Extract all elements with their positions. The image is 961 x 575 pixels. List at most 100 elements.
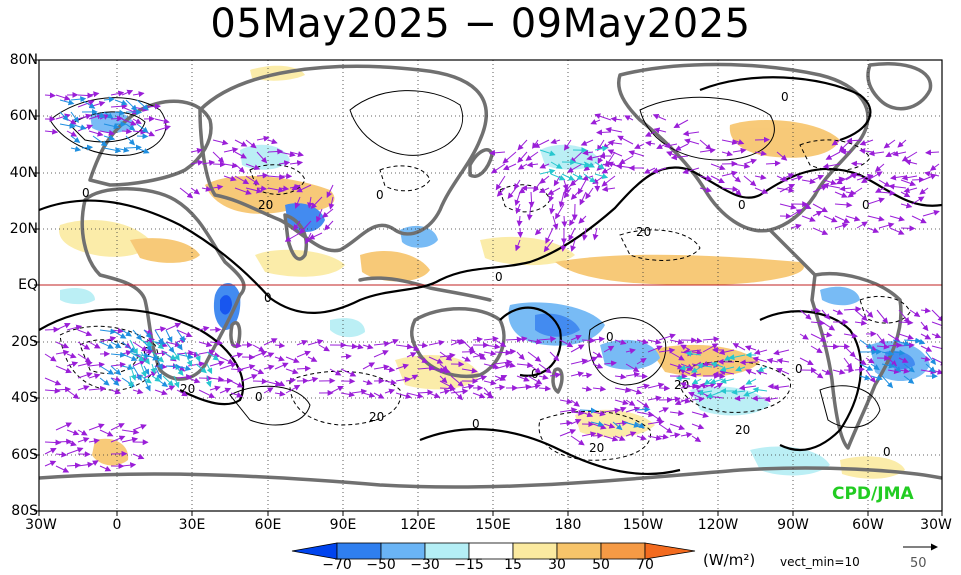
flux-vector	[647, 395, 662, 402]
flux-vector	[625, 431, 637, 437]
flux-vector	[267, 138, 278, 145]
flux-vector	[136, 147, 150, 154]
flux-vector	[801, 203, 812, 209]
flux-vector	[190, 159, 204, 166]
lat-label: 20N	[9, 221, 38, 237]
flux-vector	[887, 342, 903, 349]
flux-vector	[931, 321, 942, 329]
flux-vector	[534, 227, 543, 236]
flux-vector	[483, 387, 493, 398]
flux-vector	[669, 396, 681, 403]
flux-vector	[289, 151, 304, 157]
flux-vector	[299, 220, 312, 235]
flux-vector	[206, 363, 213, 375]
contour-labels: 0 20 0 0 0 20 0 0 0 0 20 0 20 20 0 20 0 …	[82, 90, 891, 459]
flux-vector	[527, 375, 543, 385]
coastline-north-america	[617, 62, 870, 233]
flux-vector	[570, 239, 577, 252]
flux-vector	[647, 382, 665, 389]
flux-vector	[702, 336, 720, 343]
flux-vector	[321, 208, 334, 218]
flux-vector	[173, 363, 184, 376]
flux-vector	[776, 175, 789, 182]
lon-label: 120E	[400, 517, 436, 533]
negative-contour	[379, 165, 431, 192]
flux-vector	[92, 135, 108, 147]
flux-vector	[267, 187, 285, 193]
flux-vector	[836, 175, 852, 185]
flux-vector	[579, 407, 597, 414]
flux-vector	[870, 363, 880, 371]
flux-vector	[592, 432, 604, 439]
flux-vector	[114, 146, 130, 153]
flux-vector	[526, 161, 539, 168]
flux-vector	[920, 321, 929, 332]
flux-vector	[732, 175, 741, 183]
colorbar-tick-label: 70	[636, 557, 654, 573]
flux-vector	[256, 135, 270, 142]
flux-vector	[843, 332, 858, 339]
flux-vector	[823, 179, 837, 186]
contour-label: 20	[735, 423, 750, 437]
flux-vector	[384, 388, 396, 395]
flux-vector	[110, 361, 126, 368]
zero-contour	[699, 76, 872, 142]
flux-vector	[728, 354, 746, 361]
flux-vector	[799, 333, 809, 340]
flux-vector	[326, 184, 334, 199]
flux-vector	[569, 215, 576, 227]
flux-vector	[533, 139, 550, 148]
flux-vector	[81, 99, 96, 109]
positive-contour	[229, 385, 311, 426]
flux-vector	[854, 319, 868, 326]
flux-vector	[527, 363, 542, 374]
flux-vector	[289, 160, 304, 167]
flux-vector	[772, 384, 790, 391]
flux-vector	[77, 461, 94, 468]
flux-vector	[682, 130, 700, 137]
flux-vector	[876, 309, 889, 324]
flux-vector	[296, 350, 311, 358]
flux-vector	[623, 421, 640, 428]
flux-vector	[294, 196, 301, 209]
flux-vector	[931, 345, 942, 352]
flux-vector	[699, 186, 712, 193]
flux-vector	[129, 363, 137, 381]
flux-vector	[875, 187, 885, 193]
flux-vector	[590, 420, 605, 427]
lon-label: 180	[554, 517, 582, 533]
lon-label: 90E	[329, 517, 357, 533]
flux-vector	[284, 232, 301, 242]
flux-vector	[362, 343, 374, 350]
flux-vector	[198, 325, 210, 332]
flux-vector	[263, 352, 275, 358]
flux-vector	[274, 362, 289, 370]
flux-vector	[92, 111, 106, 118]
flux-vector	[516, 375, 530, 382]
lat-label: 60N	[9, 108, 38, 124]
flux-vector	[176, 329, 193, 338]
flux-vector	[209, 339, 224, 346]
flux-vector	[903, 363, 915, 373]
flux-vector	[801, 215, 816, 222]
flux-vector	[395, 392, 412, 399]
flux-vector	[136, 99, 149, 111]
flux-vector	[340, 391, 355, 398]
flux-vector	[285, 368, 299, 375]
flux-vector	[658, 407, 670, 413]
flux-vector	[892, 363, 902, 373]
flux-vector	[318, 344, 330, 352]
flux-vector	[710, 163, 726, 171]
flux-vector	[110, 377, 120, 386]
flux-vector	[647, 419, 665, 426]
flux-vector	[651, 167, 667, 174]
contour-label: 0	[472, 417, 480, 431]
flux-vector	[920, 333, 932, 340]
flux-vector	[103, 111, 114, 119]
flux-vector	[867, 197, 885, 205]
flux-vector	[201, 185, 212, 192]
flux-vector	[538, 374, 549, 380]
flux-vector	[278, 151, 296, 158]
flux-vector	[691, 396, 705, 403]
flux-vector	[132, 360, 146, 367]
